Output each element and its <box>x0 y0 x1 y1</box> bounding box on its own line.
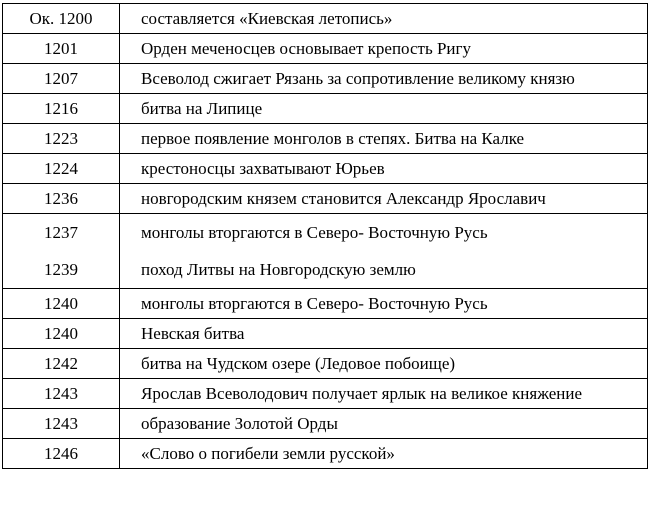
event-cell: Всеволод сжигает Рязань за сопротивление… <box>119 63 648 94</box>
event-cell: «Слово о погибели земли русской» <box>119 438 648 469</box>
event-cell: Ярослав Всеволодович получает ярлык на в… <box>119 378 648 409</box>
year-cell: 1242 <box>2 348 120 379</box>
year-cell: 1239 <box>2 251 120 289</box>
chronology-table-body: Ок. 1200 составляется «Киевская летопись»… <box>2 3 648 469</box>
event-cell: крестоносцы захватывают Юрьев <box>119 153 648 184</box>
table-row: 1237 монголы вторгаются в Северо- Восточн… <box>2 213 648 251</box>
year-cell: 1237 <box>2 213 120 251</box>
table-row: 1243 образование Золотой Орды <box>2 408 648 439</box>
year-cell: 1236 <box>2 183 120 214</box>
event-cell: составляется «Киевская летопись» <box>119 3 648 34</box>
event-cell: битва на Чудском озере (Ледовое побоище) <box>119 348 648 379</box>
table-row: 1243 Ярослав Всеволодович получает ярлык … <box>2 378 648 409</box>
table-row: 1239 поход Литвы на Новгородскую землю <box>2 251 648 289</box>
event-cell: Невская битва <box>119 318 648 349</box>
event-cell: монголы вторгаются в Северо- Восточную Р… <box>119 288 648 319</box>
year-cell: 1207 <box>2 63 120 94</box>
year-cell: Ок. 1200 <box>2 3 120 34</box>
chronology-table: Ок. 1200 составляется «Киевская летопись»… <box>2 3 648 469</box>
table-row: 1216 битва на Липице <box>2 93 648 124</box>
year-cell: 1223 <box>2 123 120 154</box>
table-row: 1236 новгородским князем становится Алекс… <box>2 183 648 214</box>
event-cell: Орден меченосцев основывает крепость Риг… <box>119 33 648 64</box>
table-row: 1240 Невская битва <box>2 318 648 349</box>
table-row: 1240 монголы вторгаются в Северо- Восточн… <box>2 288 648 319</box>
table-row: Ок. 1200 составляется «Киевская летопись» <box>2 3 648 34</box>
table-row: 1201 Орден меченосцев основывает крепость… <box>2 33 648 64</box>
year-cell: 1243 <box>2 408 120 439</box>
table-row: 1246 «Слово о погибели земли русской» <box>2 438 648 469</box>
year-cell: 1246 <box>2 438 120 469</box>
year-cell: 1201 <box>2 33 120 64</box>
year-cell: 1224 <box>2 153 120 184</box>
table-row: 1242 битва на Чудском озере (Ледовое побо… <box>2 348 648 379</box>
year-cell: 1216 <box>2 93 120 124</box>
event-cell: битва на Липице <box>119 93 648 124</box>
year-cell: 1240 <box>2 288 120 319</box>
event-cell: новгородским князем становится Александр… <box>119 183 648 214</box>
event-cell: образование Золотой Орды <box>119 408 648 439</box>
event-cell: первое появление монголов в степях. Битв… <box>119 123 648 154</box>
event-cell: поход Литвы на Новгородскую землю <box>119 251 648 289</box>
table-row: 1224 крестоносцы захватывают Юрьев <box>2 153 648 184</box>
year-cell: 1243 <box>2 378 120 409</box>
event-cell: монголы вторгаются в Северо- Восточную Р… <box>119 213 648 251</box>
table-row: 1207 Всеволод сжигает Рязань за сопротивл… <box>2 63 648 94</box>
year-cell: 1240 <box>2 318 120 349</box>
table-row: 1223 первое появление монголов в степях. … <box>2 123 648 154</box>
